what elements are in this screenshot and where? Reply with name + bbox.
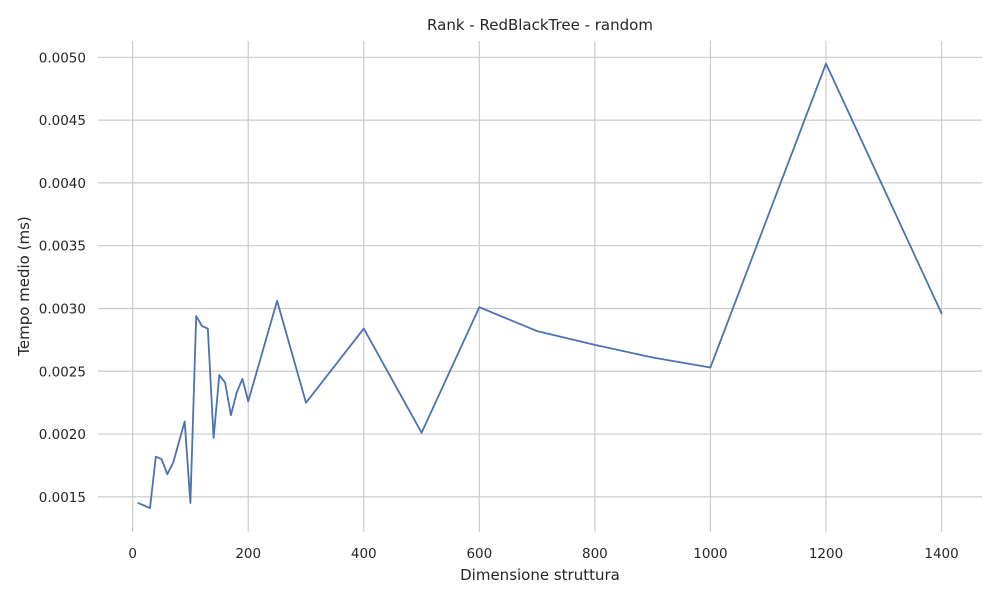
x-tick-label: 1000 [693, 546, 727, 562]
y-tick-label: 0.0020 [39, 427, 86, 443]
series-layer [137, 62, 943, 510]
y-tick-label: 0.0035 [39, 239, 86, 255]
x-tick-label: 600 [466, 546, 492, 562]
x-tick-label: 0 [128, 546, 137, 562]
x-axis-label: Dimensione struttura [460, 566, 620, 584]
y-tick-label: 0.0040 [39, 176, 86, 192]
y-tick-label: 0.0025 [39, 364, 86, 380]
x-tick-labels: 0 200 400 600 800 1000 1200 1400 [128, 546, 958, 562]
x-tick-label: 800 [582, 546, 608, 562]
x-tick-label: 1200 [809, 546, 843, 562]
grid [98, 41, 982, 532]
series-line [137, 62, 943, 510]
chart-title: Rank - RedBlackTree - random [427, 16, 653, 34]
y-tick-label: 0.0015 [39, 490, 86, 506]
x-tick-label: 200 [235, 546, 261, 562]
y-tick-label: 0.0045 [39, 113, 86, 129]
y-tick-label: 0.0030 [39, 301, 86, 317]
x-tick-label: 1400 [924, 546, 958, 562]
y-tick-labels: 0.0015 0.0020 0.0025 0.0030 0.0035 0.0040 0.00… [39, 50, 86, 506]
y-axis-label: Tempo medio (ms) [15, 216, 33, 357]
y-tick-label: 0.0050 [39, 50, 86, 66]
x-tick-label: 400 [351, 546, 377, 562]
